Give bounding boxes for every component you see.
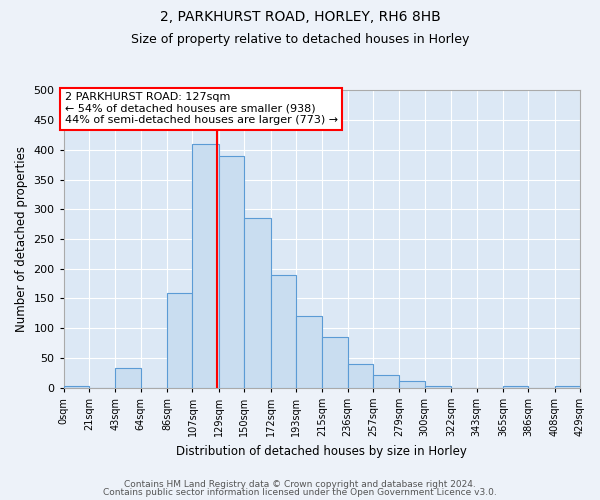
Bar bbox=[373, 374, 400, 388]
Bar bbox=[167, 292, 193, 388]
Bar bbox=[271, 274, 296, 388]
Text: Contains public sector information licensed under the Open Government Licence v3: Contains public sector information licen… bbox=[103, 488, 497, 497]
Bar bbox=[555, 386, 580, 388]
Text: 2, PARKHURST ROAD, HORLEY, RH6 8HB: 2, PARKHURST ROAD, HORLEY, RH6 8HB bbox=[160, 10, 440, 24]
Bar bbox=[322, 337, 348, 388]
X-axis label: Distribution of detached houses by size in Horley: Distribution of detached houses by size … bbox=[176, 444, 467, 458]
Bar bbox=[348, 364, 373, 388]
Bar bbox=[503, 386, 528, 388]
Y-axis label: Number of detached properties: Number of detached properties bbox=[15, 146, 28, 332]
Bar bbox=[64, 386, 89, 388]
Bar bbox=[244, 218, 271, 388]
Bar bbox=[115, 368, 141, 388]
Bar bbox=[296, 316, 322, 388]
Text: Contains HM Land Registry data © Crown copyright and database right 2024.: Contains HM Land Registry data © Crown c… bbox=[124, 480, 476, 489]
Bar bbox=[219, 156, 244, 388]
Text: Size of property relative to detached houses in Horley: Size of property relative to detached ho… bbox=[131, 32, 469, 46]
Bar bbox=[193, 144, 219, 388]
Bar bbox=[400, 380, 425, 388]
Bar bbox=[425, 386, 451, 388]
Text: 2 PARKHURST ROAD: 127sqm
← 54% of detached houses are smaller (938)
44% of semi-: 2 PARKHURST ROAD: 127sqm ← 54% of detach… bbox=[65, 92, 338, 126]
